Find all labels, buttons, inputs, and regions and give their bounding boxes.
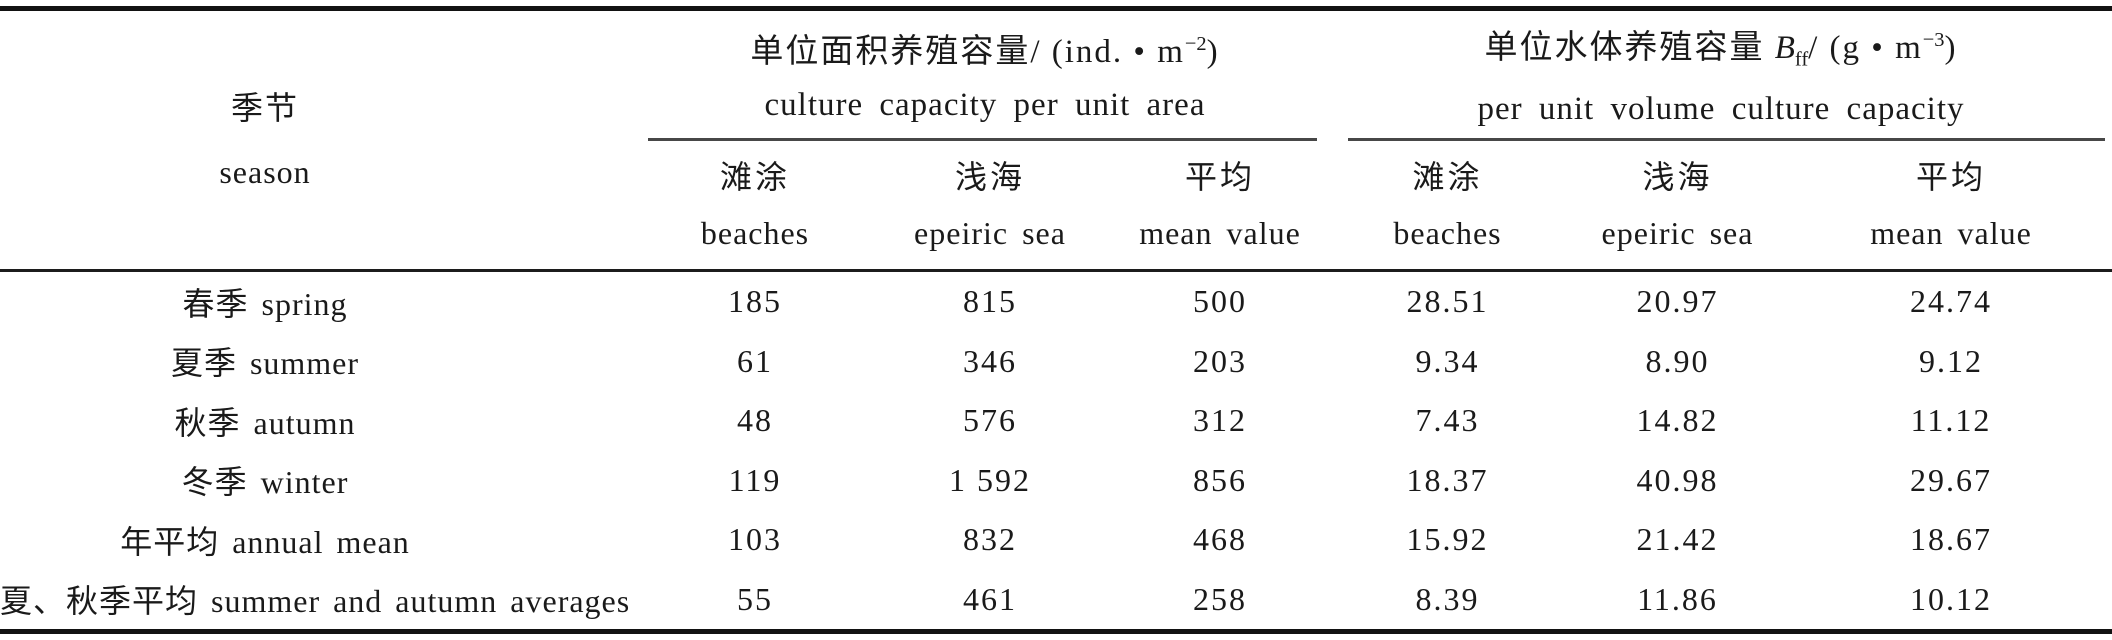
subheader-epeiric-area: 浅海 epeiric sea [870, 141, 1110, 269]
header-group-area: 单位面积养殖容量/ (ind. • m−2) culture capacity … [640, 11, 1330, 138]
cell-value: 468 [1193, 521, 1247, 558]
row-label: 年平均 annual mean [120, 523, 410, 560]
cell-value: 61 [737, 342, 773, 379]
table-row-winter: 冬季 winter 119 1 592 856 18.37 40.98 29.6… [0, 451, 2112, 511]
group-area-exponent: −2 [1184, 32, 1207, 55]
cell-value: 20.97 [1636, 283, 1719, 320]
cell-value: 461 [963, 580, 1017, 617]
cell-value: 40.98 [1636, 461, 1719, 498]
row-label: 夏、秋季平均 summer and autumn averages [0, 583, 631, 620]
header-group-area-subtitle: culture capacity per unit area [764, 87, 1206, 124]
cell-value: 8.90 [1645, 342, 1710, 379]
cell-value: 9.12 [1919, 342, 1983, 379]
subheader-cn: 平均 [1184, 158, 1255, 195]
subheader-en: mean value [1870, 215, 2032, 252]
group-volume-title-close: ) [1944, 29, 1958, 66]
symbol-B-subscript: ff [1794, 48, 1809, 71]
cell-value: 18.67 [1910, 521, 1992, 558]
group-area-underline [648, 138, 1317, 141]
subheader-cn: 滩涂 [1412, 158, 1483, 195]
subheader-cn: 浅海 [1642, 158, 1713, 195]
header-season-en: season [219, 154, 311, 190]
header-season: 季节 season [0, 11, 640, 269]
cell-value: 576 [963, 402, 1017, 439]
cell-value: 14.82 [1636, 402, 1719, 439]
cell-value: 15.92 [1406, 521, 1489, 558]
cell-value: 203 [1193, 342, 1247, 379]
row-label: 春季 spring [182, 285, 348, 322]
subheader-mean-area: 平均 mean value [1110, 141, 1330, 269]
table-row-annual-mean: 年平均 annual mean 103 832 468 15.92 21.42 … [0, 510, 2112, 570]
row-label: 夏季 summer [170, 345, 360, 382]
subheader-en: epeiric sea [1601, 215, 1754, 252]
header-group-area-title: 单位面积养殖容量/ (ind. • m−2) [750, 23, 1219, 73]
cell-value: 9.34 [1415, 342, 1480, 379]
subheader-cn: 滩涂 [719, 158, 790, 195]
cell-value: 10.12 [1910, 580, 1992, 617]
subheader-en: beaches [700, 215, 810, 252]
group-volume-underline [1348, 138, 2105, 141]
header-group-volume-title: 单位水体养殖容量 Bff/ (g • m−3) [1484, 19, 1957, 81]
cell-value: 24.74 [1910, 283, 1992, 320]
group-volume-title-text: 单位水体养殖容量 [1484, 29, 1775, 66]
cell-value: 1 592 [949, 461, 1031, 498]
header-season-cn: 季节 [230, 90, 299, 126]
subheader-cn: 浅海 [954, 158, 1025, 195]
cell-value: 55 [737, 580, 773, 617]
table-row-summer: 夏季 summer 61 346 203 9.34 8.90 9.12 [0, 332, 2112, 392]
subheader-en: mean value [1139, 215, 1301, 252]
subheader-beaches-volume: 滩涂 beaches [1330, 141, 1565, 269]
cell-value: 500 [1193, 283, 1247, 320]
subheader-en: beaches [1393, 215, 1502, 252]
subheader-en: epeiric sea [914, 215, 1066, 252]
cell-value: 18.37 [1406, 461, 1489, 498]
table-row-autumn: 秋季 autumn 48 576 312 7.43 14.82 11.12 [0, 391, 2112, 451]
row-label: 冬季 winter [181, 464, 349, 501]
cell-value: 28.51 [1406, 283, 1489, 320]
symbol-B: B [1774, 29, 1795, 66]
cell-value: 312 [1193, 402, 1247, 439]
group-area-title-close: ) [1206, 33, 1220, 70]
subheader-epeiric-volume: 浅海 epeiric sea [1565, 141, 1790, 269]
cell-value: 185 [728, 283, 782, 320]
group-volume-exponent: −3 [1922, 28, 1945, 51]
cell-value: 8.39 [1415, 580, 1480, 617]
subheader-beaches-area: 滩涂 beaches [640, 141, 870, 269]
header-group-volume-subtitle: per unit volume culture capacity [1477, 91, 1965, 128]
cell-value: 48 [737, 402, 773, 439]
cell-value: 11.12 [1910, 402, 1992, 439]
table-body: 春季 spring 185 815 500 28.51 20.97 24.74 … [0, 272, 2112, 629]
table-header: 季节 season 单位面积养殖容量/ (ind. • m−2) culture… [0, 11, 2112, 272]
cell-value: 119 [728, 461, 782, 498]
row-label: 秋季 autumn [174, 404, 356, 441]
subheader-cn: 平均 [1915, 158, 1986, 195]
group-area-title-text: 单位面积养殖容量/ (ind. • m [750, 33, 1185, 70]
header-group-volume: 单位水体养殖容量 Bff/ (g • m−3) per unit volume … [1330, 11, 2112, 138]
cell-value: 346 [963, 342, 1017, 379]
cell-value: 832 [963, 521, 1017, 558]
cell-value: 21.42 [1636, 521, 1719, 558]
table-row-summer-autumn-avg: 夏、秋季平均 summer and autumn averages 55 461… [0, 570, 2112, 630]
group-volume-title-mid: / (g • m [1808, 29, 1923, 66]
culture-capacity-table: 季节 season 单位面积养殖容量/ (ind. • m−2) culture… [0, 6, 2112, 634]
cell-value: 815 [963, 283, 1017, 320]
cell-value: 29.67 [1910, 461, 1992, 498]
cell-value: 856 [1193, 461, 1247, 498]
cell-value: 7.43 [1415, 402, 1480, 439]
table-row-spring: 春季 spring 185 815 500 28.51 20.97 24.74 [0, 272, 2112, 332]
subheader-mean-volume: 平均 mean value [1790, 141, 2112, 269]
cell-value: 11.86 [1637, 580, 1718, 617]
cell-value: 103 [728, 521, 782, 558]
cell-value: 258 [1193, 580, 1247, 617]
